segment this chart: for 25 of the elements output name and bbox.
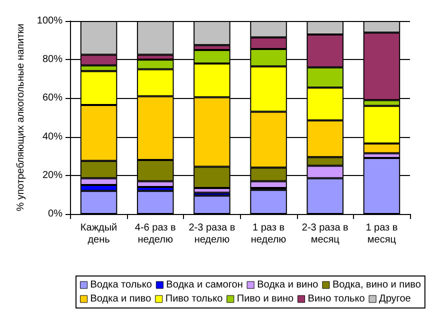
x-tick-label: 1 раз в месяц	[366, 222, 398, 246]
legend-label: Водка, вино и пиво	[332, 280, 422, 290]
x-tick-label: 1 раз в неделю	[250, 222, 287, 246]
y-axis-title: % употребляющих алкогольные напитки	[16, 24, 26, 212]
legend-label: Пиво только	[165, 294, 224, 304]
legend-label: Водка и вино	[257, 280, 319, 290]
y-tick-label: 20%	[42, 170, 63, 181]
y-tick-label: 60%	[42, 92, 63, 104]
y-tick-label: 0%	[48, 208, 63, 220]
legend-label: Пиво и вино	[236, 294, 294, 304]
y-tick-label: 100%	[36, 16, 63, 26]
legend-label: Вино только	[308, 294, 366, 304]
bar	[250, 190, 287, 214]
y-tick-label: 80%	[42, 54, 63, 66]
x-tick-label: 4-6 раз в неделю	[134, 222, 176, 246]
x-tick-label: 2-3 раза в месяц	[302, 222, 348, 246]
legend-label: Другое	[379, 294, 412, 304]
x-tick-label: Каждый день	[80, 222, 118, 246]
legend-label: Водка и самогон	[166, 280, 243, 290]
bar	[136, 190, 174, 214]
y-tick-label: 40%	[42, 131, 63, 142]
legend-label: Водка только	[90, 280, 152, 290]
legend-label: Водка и пиво	[90, 294, 152, 304]
bar	[194, 196, 230, 214]
x-tick-label: 2-3 раза в неделю	[188, 222, 236, 246]
